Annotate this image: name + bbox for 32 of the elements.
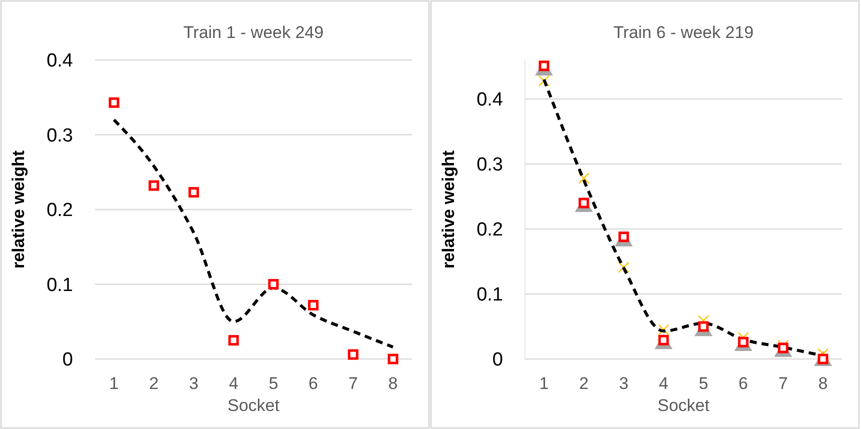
x-tick-label: 6 [308,374,318,393]
y-tick-label: 0 [62,350,73,371]
x-tick-label: 7 [778,374,788,393]
chart-title: Train 6 - week 219 [613,23,754,42]
x-axis-title: Socket [228,396,280,415]
y-tick-label: 0 [492,350,503,371]
y-tick-label: 0.4 [46,50,74,72]
x-tick-label: 6 [738,374,748,393]
x-tick-label: 4 [658,374,668,393]
x-tick-label: 3 [618,374,628,393]
x-axis-title: Socket [658,396,710,415]
x-tick-label: 5 [268,374,278,393]
x-tick-label: 4 [228,374,238,393]
x-tick-label: 7 [348,374,358,393]
y-tick-label: 0.3 [46,125,73,146]
x-tick-label: 8 [388,374,398,393]
y-tick-label: 0.1 [476,284,503,306]
x-tick-label: 2 [149,374,159,393]
x-tick-label: 3 [188,374,198,393]
y-tick-label: 0.2 [46,200,73,222]
y-axis-title: relative weight [439,150,458,269]
x-tick-label: 1 [539,374,549,393]
y-tick-label: 0.2 [476,220,503,241]
x-tick-label: 2 [579,374,589,393]
x-tick-label: 8 [818,374,828,393]
y-tick-label: 0.1 [46,274,73,296]
x-tick-label: 5 [698,374,708,393]
x-tick-label: 1 [109,374,119,393]
y-axis-title: relative weight [9,150,28,269]
chart-title: Train 1 - week 249 [183,23,324,42]
y-tick-label: 0.4 [476,90,504,111]
y-tick-label: 0.3 [476,154,503,176]
